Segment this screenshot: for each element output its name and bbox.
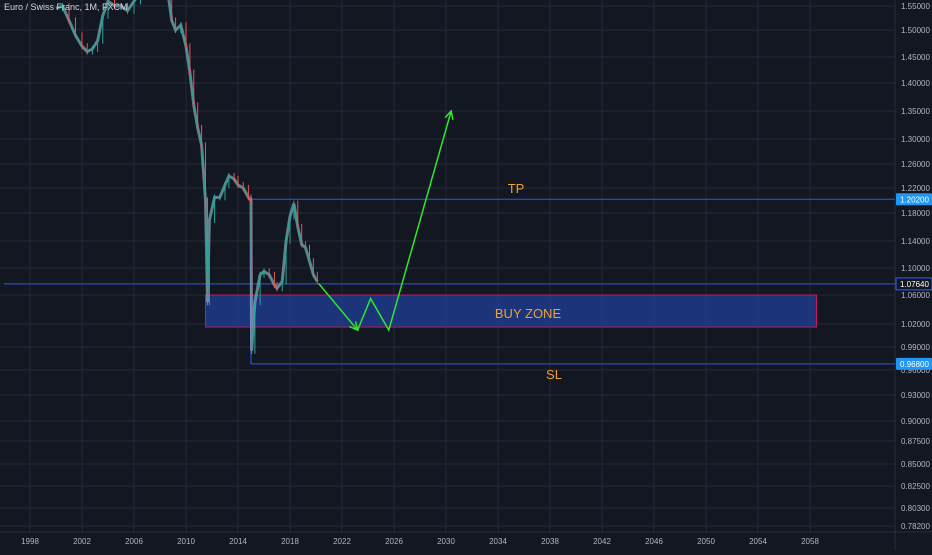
x-tick-label: 2042 <box>593 537 611 546</box>
y-tick-label: 1.22000 <box>901 184 930 193</box>
x-tick-label: 2018 <box>281 537 299 546</box>
y-tick-label: 0.82500 <box>901 482 930 491</box>
buy-zone-rect <box>205 294 817 328</box>
y-tick-label: 0.99000 <box>901 343 930 352</box>
x-tick-label: 2022 <box>333 537 351 546</box>
y-tick-label: 1.55000 <box>901 2 930 11</box>
tp-label: TP <box>508 181 525 196</box>
y-tick-label: 1.26000 <box>901 160 930 169</box>
y-tick-label: 0.78200 <box>901 522 930 531</box>
price-tag-box <box>896 357 932 370</box>
price-tag-label: 1.07640 <box>900 280 929 289</box>
buy-zone-label: BUY ZONE <box>495 306 562 321</box>
y-tick-label: 1.18000 <box>901 209 930 218</box>
x-tick-label: 2038 <box>541 537 559 546</box>
price-tag-label: 1.20200 <box>900 195 929 204</box>
y-tick-label: 0.87500 <box>901 437 930 446</box>
y-tick-label: 1.35000 <box>901 107 930 116</box>
y-tick-label: 1.30000 <box>901 135 930 144</box>
y-tick-label: 0.80300 <box>901 504 930 513</box>
y-tick-label: 1.02000 <box>901 320 930 329</box>
price-tag-box <box>896 193 932 206</box>
y-tick-label: 1.06000 <box>901 291 930 300</box>
y-tick-label: 1.40000 <box>901 79 930 88</box>
x-tick-label: 2030 <box>437 537 455 546</box>
price-tag-label: 0.96800 <box>900 360 929 369</box>
projection-arrowhead-final <box>444 109 454 120</box>
price-tag-box <box>895 277 932 291</box>
y-tick-label: 1.14000 <box>901 237 930 246</box>
x-tick-label: 2058 <box>801 537 819 546</box>
projection-arrowhead <box>349 321 359 332</box>
y-tick-label: 1.45000 <box>901 53 930 62</box>
x-tick-label: 2014 <box>229 537 247 546</box>
y-tick-label: 1.50000 <box>901 26 930 35</box>
x-tick-label: 2046 <box>645 537 663 546</box>
x-tick-label: 2006 <box>125 537 143 546</box>
y-tick-label: 1.10000 <box>901 264 930 273</box>
x-tick-label: 2054 <box>749 537 767 546</box>
x-tick-label: 2034 <box>489 537 507 546</box>
symbol-title: Euro / Swiss Franc, 1M, FXCM <box>4 2 128 12</box>
x-tick-label: 2050 <box>697 537 715 546</box>
y-tick-label: 0.93000 <box>901 391 930 400</box>
y-tick-label: 0.85000 <box>901 460 930 469</box>
x-tick-label: 2010 <box>177 537 195 546</box>
x-tick-label: 2002 <box>73 537 91 546</box>
y-tick-label: 0.96000 <box>901 366 930 375</box>
x-tick-label: 2026 <box>385 537 403 546</box>
x-tick-label: 1998 <box>21 537 39 546</box>
price-series-line <box>55 0 318 351</box>
sl-label: SL <box>546 367 562 382</box>
grid-lines <box>0 0 895 532</box>
y-tick-label: 0.90000 <box>901 417 930 426</box>
projection-path <box>318 110 452 333</box>
